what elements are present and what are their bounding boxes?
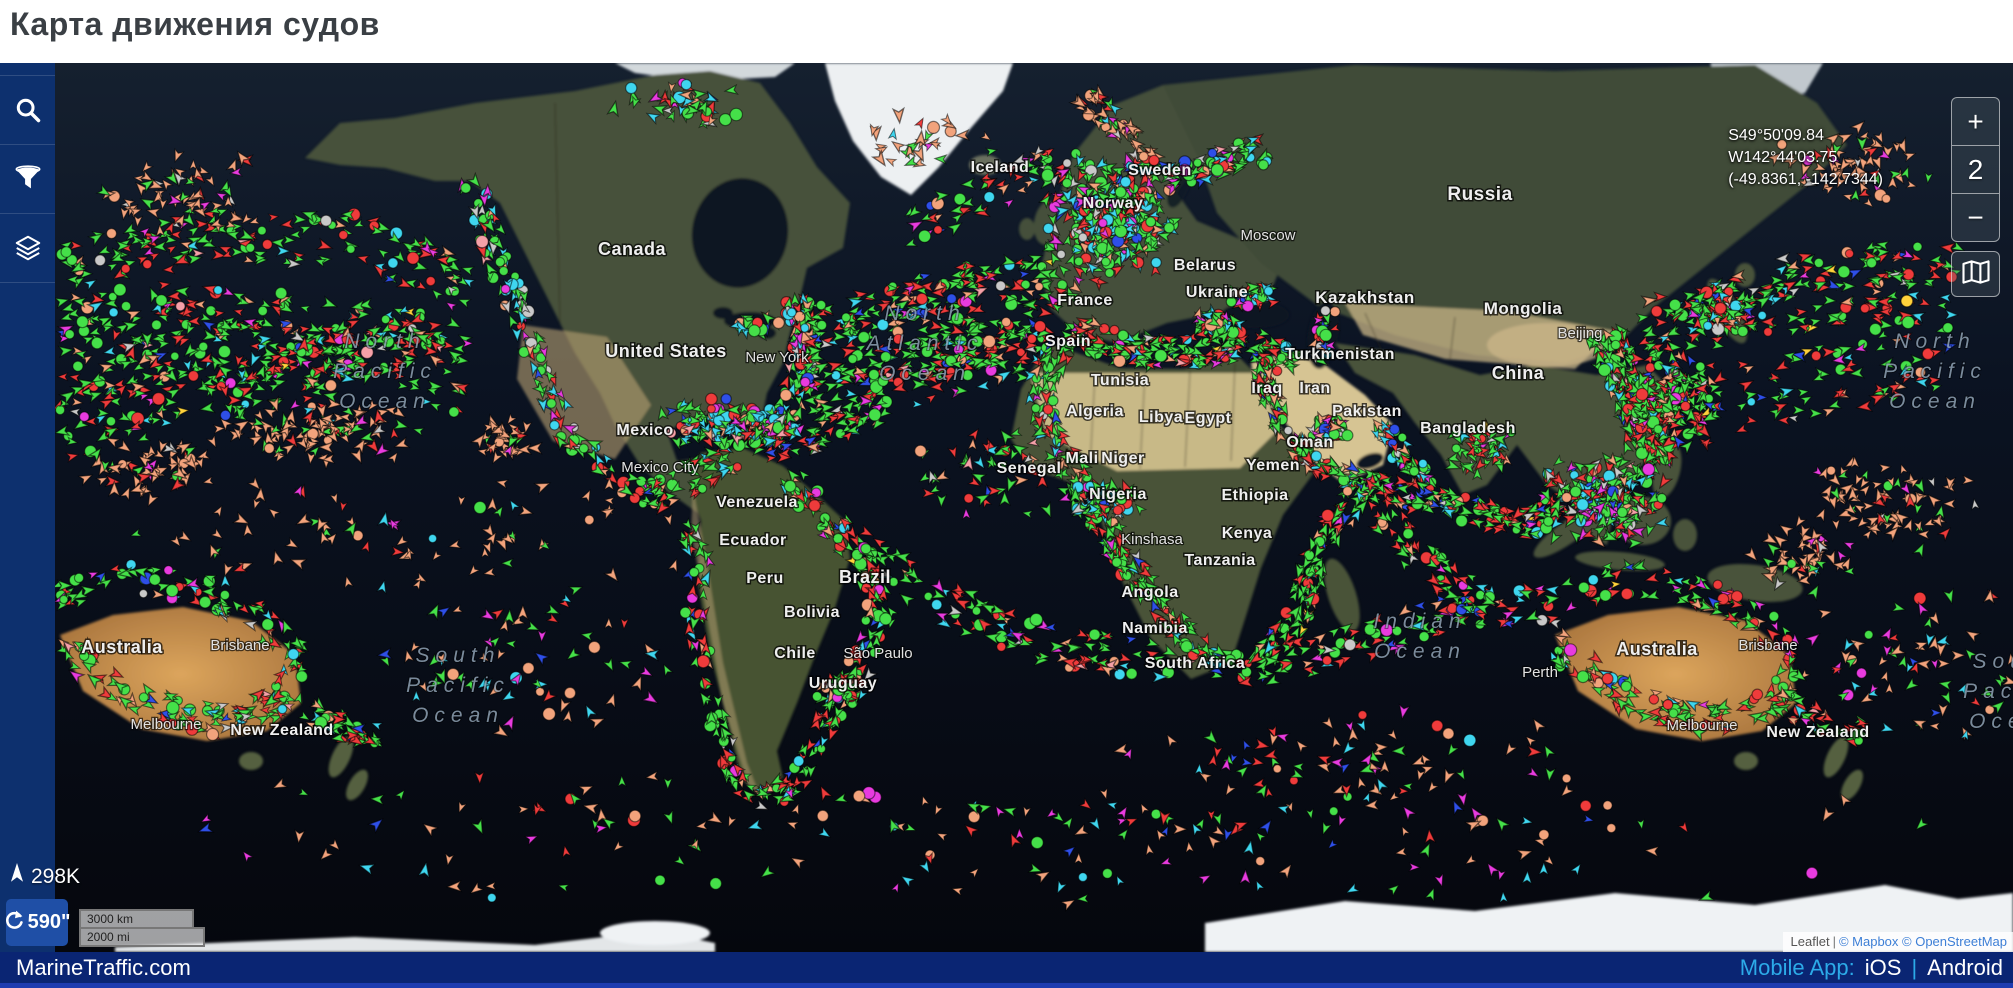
zoom-level-indicator: 2 xyxy=(1951,146,2000,194)
scale-mi: 2000 mi xyxy=(79,927,205,947)
map-icon xyxy=(1961,259,1991,290)
zoom-out-button[interactable]: − xyxy=(1951,194,2000,242)
footer-bar: MarineTraffic.com Mobile App: iOS | Andr… xyxy=(0,952,2013,988)
refresh-countdown: 590" xyxy=(27,911,71,933)
refresh-icon xyxy=(4,910,24,936)
android-link[interactable]: Android xyxy=(1927,954,2003,980)
iceland xyxy=(969,155,1001,175)
siberia xyxy=(1163,65,1847,363)
page-header: Карта движения судов xyxy=(0,0,2013,63)
layers-button[interactable] xyxy=(0,213,55,283)
scale-control: 3000 km 2000 mi xyxy=(79,909,205,947)
europe xyxy=(1040,85,1283,343)
page-title: Карта движения судов xyxy=(10,6,380,42)
vessel-icon xyxy=(9,863,25,891)
mobile-app-links: Mobile App: iOS | Android xyxy=(1740,955,2013,981)
map-canvas[interactable]: Canada United States Mexico Venezuela Ecuado… xyxy=(55,63,2013,952)
attribution-separator: | xyxy=(1832,934,1836,949)
brand-link[interactable]: MarineTraffic.com xyxy=(16,954,191,980)
coords-dms-lat: S49°50'09.84 xyxy=(1728,127,1824,144)
refresh-button[interactable]: 590" xyxy=(4,899,71,946)
coords-dms-lon: W142°44'03.75 xyxy=(1728,149,1838,166)
ios-link[interactable]: iOS xyxy=(1864,954,1902,980)
madagascar xyxy=(1324,558,1360,632)
layers-icon xyxy=(13,233,43,263)
ship-markers-layer[interactable] xyxy=(55,77,2013,913)
map-attribution: Leaflet | © Mapbox © OpenStreetMap xyxy=(1782,932,2013,952)
sidebar: 298K 590" xyxy=(0,63,80,952)
filter-button[interactable] xyxy=(0,144,55,213)
zoom-control: + 2 − xyxy=(1951,97,2000,242)
vessel-counter[interactable]: 298K xyxy=(0,863,200,891)
cursor-coordinates: S49°50'09.84 W142°44'03.75 (-49.8361, -1… xyxy=(1728,125,1883,191)
search-button[interactable] xyxy=(0,75,55,144)
filter-icon xyxy=(14,165,42,193)
search-icon xyxy=(14,96,42,124)
greenland xyxy=(825,63,1013,195)
coords-decimal: (-49.8361, -142.7344) xyxy=(1728,171,1883,188)
leaflet-link[interactable]: Leaflet xyxy=(1790,934,1830,949)
sidebar-status: 298K 590" xyxy=(0,863,200,946)
minimap-toggle-button[interactable] xyxy=(1951,251,2000,297)
mobile-divider: | xyxy=(1911,954,1918,980)
mapbox-osm-links[interactable]: © Mapbox © OpenStreetMap xyxy=(1838,934,2007,949)
sidebar-tools xyxy=(0,63,55,283)
scale-km: 3000 km xyxy=(79,909,194,927)
mobile-app-label: Mobile App: xyxy=(1739,954,1855,980)
zoom-in-button[interactable]: + xyxy=(1951,97,2000,146)
vessel-count: 298K xyxy=(31,865,81,888)
